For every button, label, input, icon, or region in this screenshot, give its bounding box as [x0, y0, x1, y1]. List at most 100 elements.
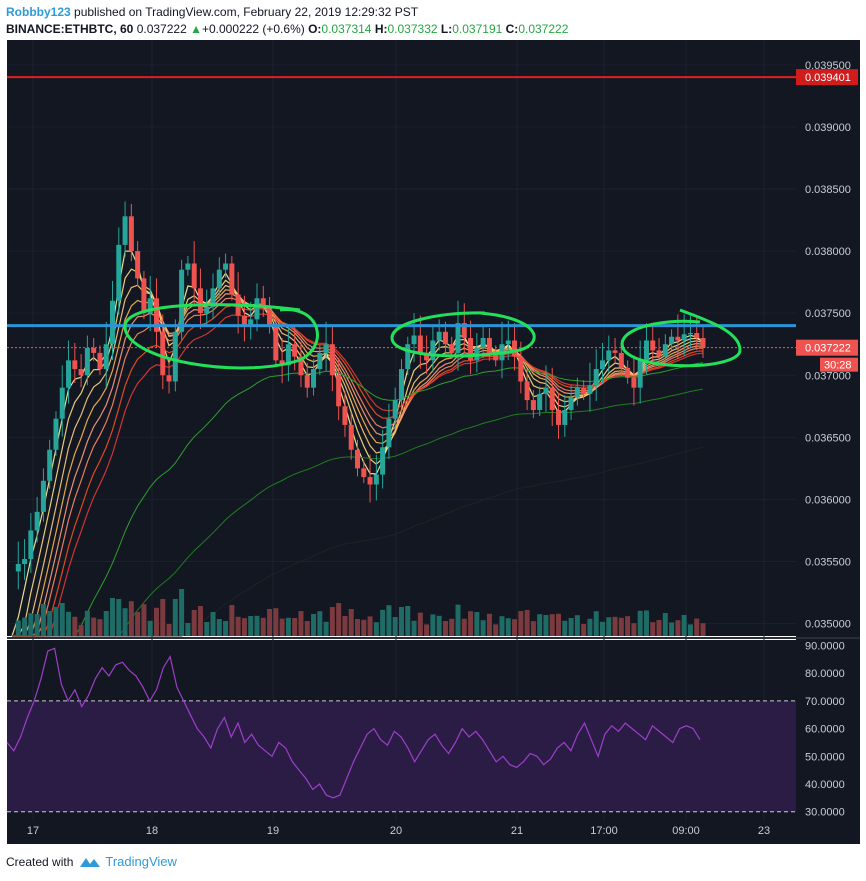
candle-body: [662, 344, 668, 357]
time-tick-label: 19: [267, 825, 279, 837]
candle-body: [204, 306, 210, 314]
author-name[interactable]: Robbby123: [6, 5, 71, 19]
close-value: 0.037222: [518, 22, 569, 36]
volume-bar: [436, 615, 442, 636]
price-tick-label: 0.039000: [805, 122, 851, 134]
candle-body: [342, 406, 348, 425]
candle-body: [411, 335, 417, 345]
candle-body: [285, 344, 291, 366]
volume-bar: [84, 610, 90, 636]
candle-body: [241, 315, 247, 326]
candle-body: [311, 369, 317, 388]
price-tick-label: 0.037500: [805, 308, 851, 320]
candle-body: [524, 381, 530, 401]
candle-body: [530, 400, 536, 411]
volume-bar: [147, 620, 153, 636]
candle-body: [537, 393, 543, 411]
annotation-ellipse: [390, 311, 536, 358]
candle-body: [562, 410, 568, 425]
volume-bar: [386, 605, 392, 636]
volume-bar: [581, 624, 587, 636]
time-tick-label: 09:00: [672, 825, 700, 837]
candle-body: [449, 344, 455, 353]
time-tick-label: 17:00: [590, 825, 618, 837]
volume-bar: [587, 618, 593, 636]
volume-bar: [210, 612, 216, 636]
candle-body: [329, 344, 335, 376]
price-scale-pane: [796, 40, 860, 820]
volume-bar: [669, 622, 675, 636]
price-tick-label: 0.035500: [805, 557, 851, 569]
candle-body: [273, 325, 279, 361]
volume-bar: [505, 618, 511, 636]
rsi-tick-label: 90.0000: [805, 641, 845, 653]
volume-bar: [549, 614, 555, 636]
candle-body: [97, 352, 103, 370]
candle-body: [581, 387, 587, 394]
candle-body: [455, 323, 461, 353]
volume-bar: [28, 613, 34, 636]
candle-body: [618, 352, 624, 368]
symbol-label[interactable]: BINANCE:ETHBTC, 60: [6, 22, 134, 36]
high-value: 0.037332: [387, 22, 438, 36]
high-label: H:: [374, 22, 388, 36]
candle-body: [417, 335, 423, 353]
volume-bar: [166, 624, 172, 636]
candle-body: [568, 397, 574, 411]
candle-body: [248, 319, 254, 326]
rsi-tick-label: 80.0000: [805, 668, 845, 680]
volume-bar: [687, 624, 693, 636]
volume-bar: [562, 620, 568, 636]
up-arrow-icon: ▲: [190, 22, 202, 36]
candle-body: [110, 300, 116, 345]
candle-body: [386, 418, 392, 448]
candle-body: [543, 387, 549, 394]
volume-bar: [424, 624, 430, 636]
volume-bar: [160, 599, 166, 636]
volume-bar: [643, 610, 649, 636]
volume-bar: [116, 599, 122, 636]
volume-bar: [323, 621, 329, 636]
volume-bar: [128, 601, 134, 636]
candle-body: [223, 263, 229, 270]
tradingview-brand[interactable]: TradingView: [105, 854, 177, 869]
volume-bar: [411, 620, 417, 636]
candle-body: [40, 480, 46, 512]
candle-body: [392, 400, 398, 419]
volume-bar: [229, 605, 235, 636]
volume-bar: [417, 612, 423, 636]
volume-bar: [512, 619, 518, 636]
rsi-line: [6, 647, 701, 799]
candle-body: [493, 352, 499, 361]
volume-bar: [72, 616, 78, 636]
candle-body: [505, 340, 511, 345]
last-price-label-bg: [796, 339, 858, 356]
volume-bar: [78, 625, 84, 636]
candle-body: [606, 350, 612, 361]
annotation-ellipse: [123, 303, 319, 370]
candle-body: [348, 424, 354, 450]
volume-bar: [618, 617, 624, 636]
last-price: 0.037222: [136, 22, 187, 36]
close-label: C:: [505, 22, 519, 36]
candle-body: [260, 298, 266, 307]
rsi-tick-label: 50.0000: [805, 751, 845, 763]
volume-bar: [135, 611, 141, 636]
candle-body: [424, 352, 430, 361]
volume-bar: [53, 607, 59, 636]
candle-body: [323, 344, 329, 353]
rsi-tick-label: 40.0000: [805, 779, 845, 791]
volume-bar: [442, 621, 448, 636]
header-line-2: BINANCE:ETHBTC, 60 0.037222 ▲+0.000222 (…: [6, 21, 856, 38]
volume-bar: [329, 607, 335, 636]
chart-header: Robbby123 published on TradingView.com, …: [6, 4, 856, 38]
time-axis-pane: [7, 820, 860, 844]
candle-body: [128, 216, 134, 252]
candle-body: [22, 559, 28, 564]
volume-bar: [342, 616, 348, 636]
time-tick-label: 21: [511, 825, 523, 837]
rsi-tick-label: 30.0000: [805, 807, 845, 819]
volume-bar: [530, 621, 536, 636]
volume-bar: [625, 616, 631, 636]
